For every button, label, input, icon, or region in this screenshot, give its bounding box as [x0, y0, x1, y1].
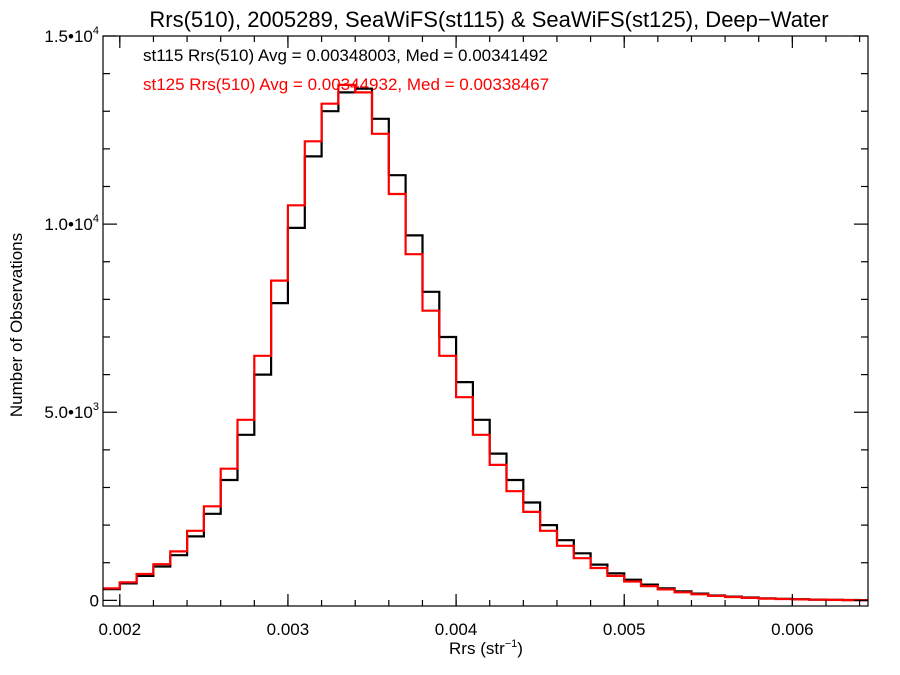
y-tick-label-exp: 4	[93, 213, 99, 225]
tick-marks	[103, 35, 868, 606]
x-tick-label: 0.004	[435, 620, 478, 639]
x-tick-label: 0.003	[267, 620, 310, 639]
annotation-1: st115 Rrs(510) Avg = 0.00348003, Med = 0…	[143, 46, 548, 65]
y-tick-label: 1.0•104	[44, 213, 99, 234]
x-axis-label-main: Rrs (str	[449, 639, 505, 658]
x-tick-label: 0.006	[771, 620, 814, 639]
y-axis-label: Number of Observations	[7, 233, 26, 417]
y-tick-label-base: 5.0•10	[44, 403, 93, 422]
y-tick-label: 1.5•104	[44, 25, 99, 46]
x-axis-label-sup: −1	[505, 638, 518, 650]
x-tick-label: 0.005	[603, 620, 646, 639]
x-tick-labels: 0.002 0.003 0.004 0.005 0.006	[99, 620, 814, 639]
chart-title: Rrs(510), 2005289, SeaWiFS(st115) & SeaW…	[149, 7, 828, 32]
series-line-1	[103, 87, 868, 602]
y-tick-label: 0	[90, 591, 99, 610]
series-line-2	[103, 83, 868, 602]
series-group	[103, 83, 868, 602]
plot-frame	[102, 35, 869, 607]
y-tick-label-exp: 4	[93, 25, 99, 37]
x-tick-label: 0.002	[99, 620, 142, 639]
y-tick-label-base: 1.0•10	[44, 215, 93, 234]
y-tick-label-exp: 3	[93, 401, 99, 413]
x-axis-label-close: )	[517, 639, 523, 658]
plot-area	[102, 35, 869, 607]
y-tick-label-base: 1.5•10	[44, 27, 93, 46]
annotation-group: st115 Rrs(510) Avg = 0.00348003, Med = 0…	[143, 46, 549, 94]
x-axis-label: Rrs (str−1)	[449, 638, 523, 658]
y-tick-label: 5.0•103	[44, 401, 99, 422]
y-tick-label-base: 0	[90, 591, 99, 610]
